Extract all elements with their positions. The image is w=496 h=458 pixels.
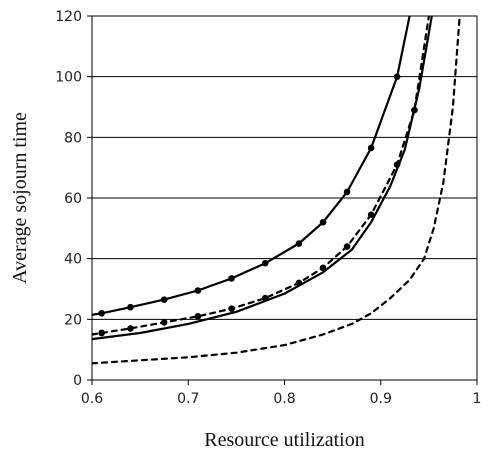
- y-tick-label-40: 40: [64, 252, 82, 268]
- series-2: [92, 16, 430, 337]
- series-2-line: [92, 16, 430, 336]
- series-2-marker: [367, 211, 375, 218]
- series-1-line: [92, 16, 411, 316]
- series-4: [92, 16, 461, 365]
- series-3-line: [92, 16, 433, 341]
- tick-labels: 0 20 40 60 80 100 120 0.6 0.7 0.8 0.9 1: [55, 9, 481, 407]
- series-layer: [92, 16, 461, 365]
- series-1-marker: [295, 240, 303, 247]
- series-2-marker: [160, 319, 168, 326]
- x-axis-label: Resource utilization: [204, 429, 365, 451]
- series-2-marker: [194, 313, 202, 320]
- series-1-marker: [367, 144, 375, 152]
- y-tick-label-0: 0: [73, 373, 82, 389]
- y-axis-label: Average sojourn time: [9, 112, 31, 284]
- series-3: [92, 16, 433, 341]
- x-tick-label-1: 1: [473, 391, 482, 407]
- gridlines: [92, 76, 477, 320]
- series-1-marker: [319, 218, 327, 226]
- series-1-marker: [228, 275, 235, 282]
- series-1-marker: [98, 309, 105, 317]
- y-tick-label-80: 80: [64, 130, 82, 146]
- series-1-marker: [261, 259, 269, 267]
- series-2-marker: [319, 264, 327, 272]
- x-tick-label-0.7: 0.7: [177, 391, 199, 407]
- series-1-marker: [127, 303, 134, 311]
- series-4-line: [92, 16, 461, 365]
- y-tick-label-120: 120: [55, 9, 82, 25]
- series-1-marker: [160, 296, 168, 303]
- series-2-marker: [343, 243, 351, 250]
- x-tick-label-0.6: 0.6: [81, 391, 103, 407]
- series-1-marker: [194, 287, 202, 294]
- x-tick-label-0.9: 0.9: [370, 391, 392, 407]
- y-tick-label-100: 100: [55, 70, 82, 86]
- series-1: [92, 16, 411, 317]
- series-2-marker: [98, 329, 105, 337]
- series-2-marker: [228, 305, 235, 313]
- y-tick-label-60: 60: [64, 191, 82, 207]
- x-tick-label-0.8: 0.8: [273, 391, 295, 407]
- series-1-marker: [393, 73, 401, 80]
- y-tick-label-20: 20: [64, 312, 82, 328]
- series-2-marker: [127, 325, 134, 332]
- series-1-marker: [343, 188, 351, 196]
